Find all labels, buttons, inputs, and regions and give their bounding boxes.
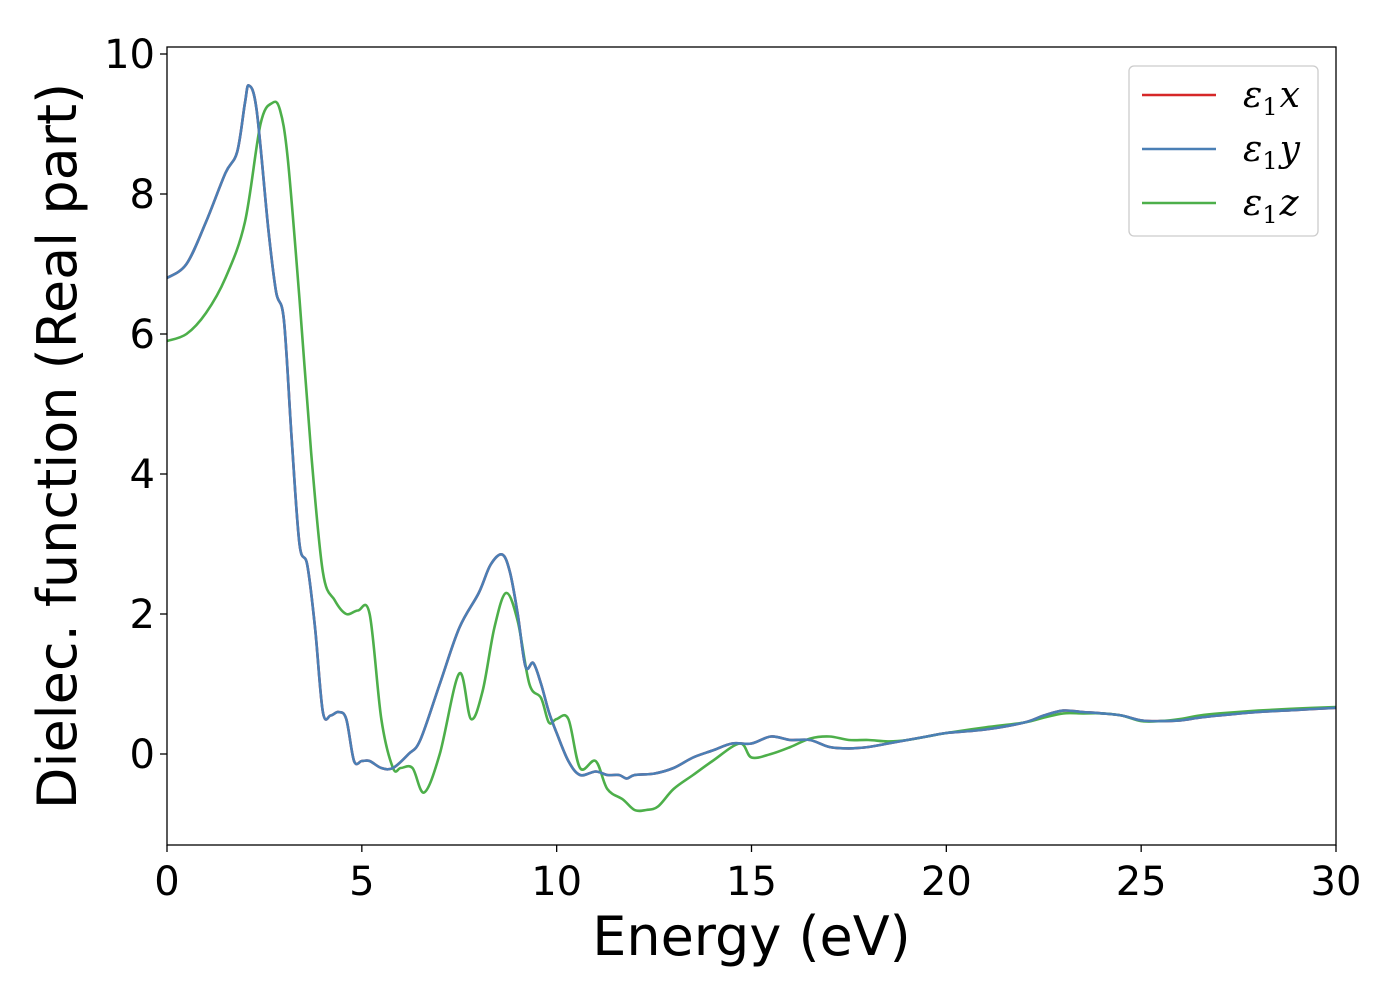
- legend-box: [1128, 65, 1319, 237]
- y-tick-label: 2: [130, 592, 155, 638]
- x-tick-label: 10: [531, 859, 582, 905]
- x-axis-title: Energy (eV): [592, 905, 911, 968]
- x-tick-label: 5: [349, 859, 374, 905]
- y-axis-ticks: 0 2 4 6 8 10: [104, 32, 167, 778]
- y-tick-label: 6: [130, 312, 155, 358]
- legend-label-y: ε1y: [1243, 129, 1301, 175]
- x-tick-label: 20: [921, 859, 972, 905]
- x-axis-ticks: 0 5 10 15 20 25 30: [154, 845, 1361, 905]
- plot-lines: [167, 84, 1336, 813]
- x-tick-label: 25: [1116, 859, 1167, 905]
- x-tick-label: 30: [1311, 859, 1362, 905]
- x-tick-label: 0: [154, 859, 179, 905]
- series-line-z: [167, 100, 1336, 813]
- y-tick-label: 4: [130, 452, 155, 498]
- y-tick-label: 8: [130, 172, 155, 218]
- y-tick-label: 10: [104, 32, 155, 78]
- legend-label-x: ε1x: [1243, 75, 1300, 121]
- y-tick-label: 0: [130, 732, 155, 778]
- y-axis-title: Dielec. function (Real part): [26, 83, 89, 809]
- legend-label-z: ε1z: [1243, 183, 1300, 229]
- legend: ε1x ε1y ε1z: [1128, 65, 1319, 237]
- series-line-y: [167, 84, 1336, 780]
- x-tick-label: 15: [726, 859, 777, 905]
